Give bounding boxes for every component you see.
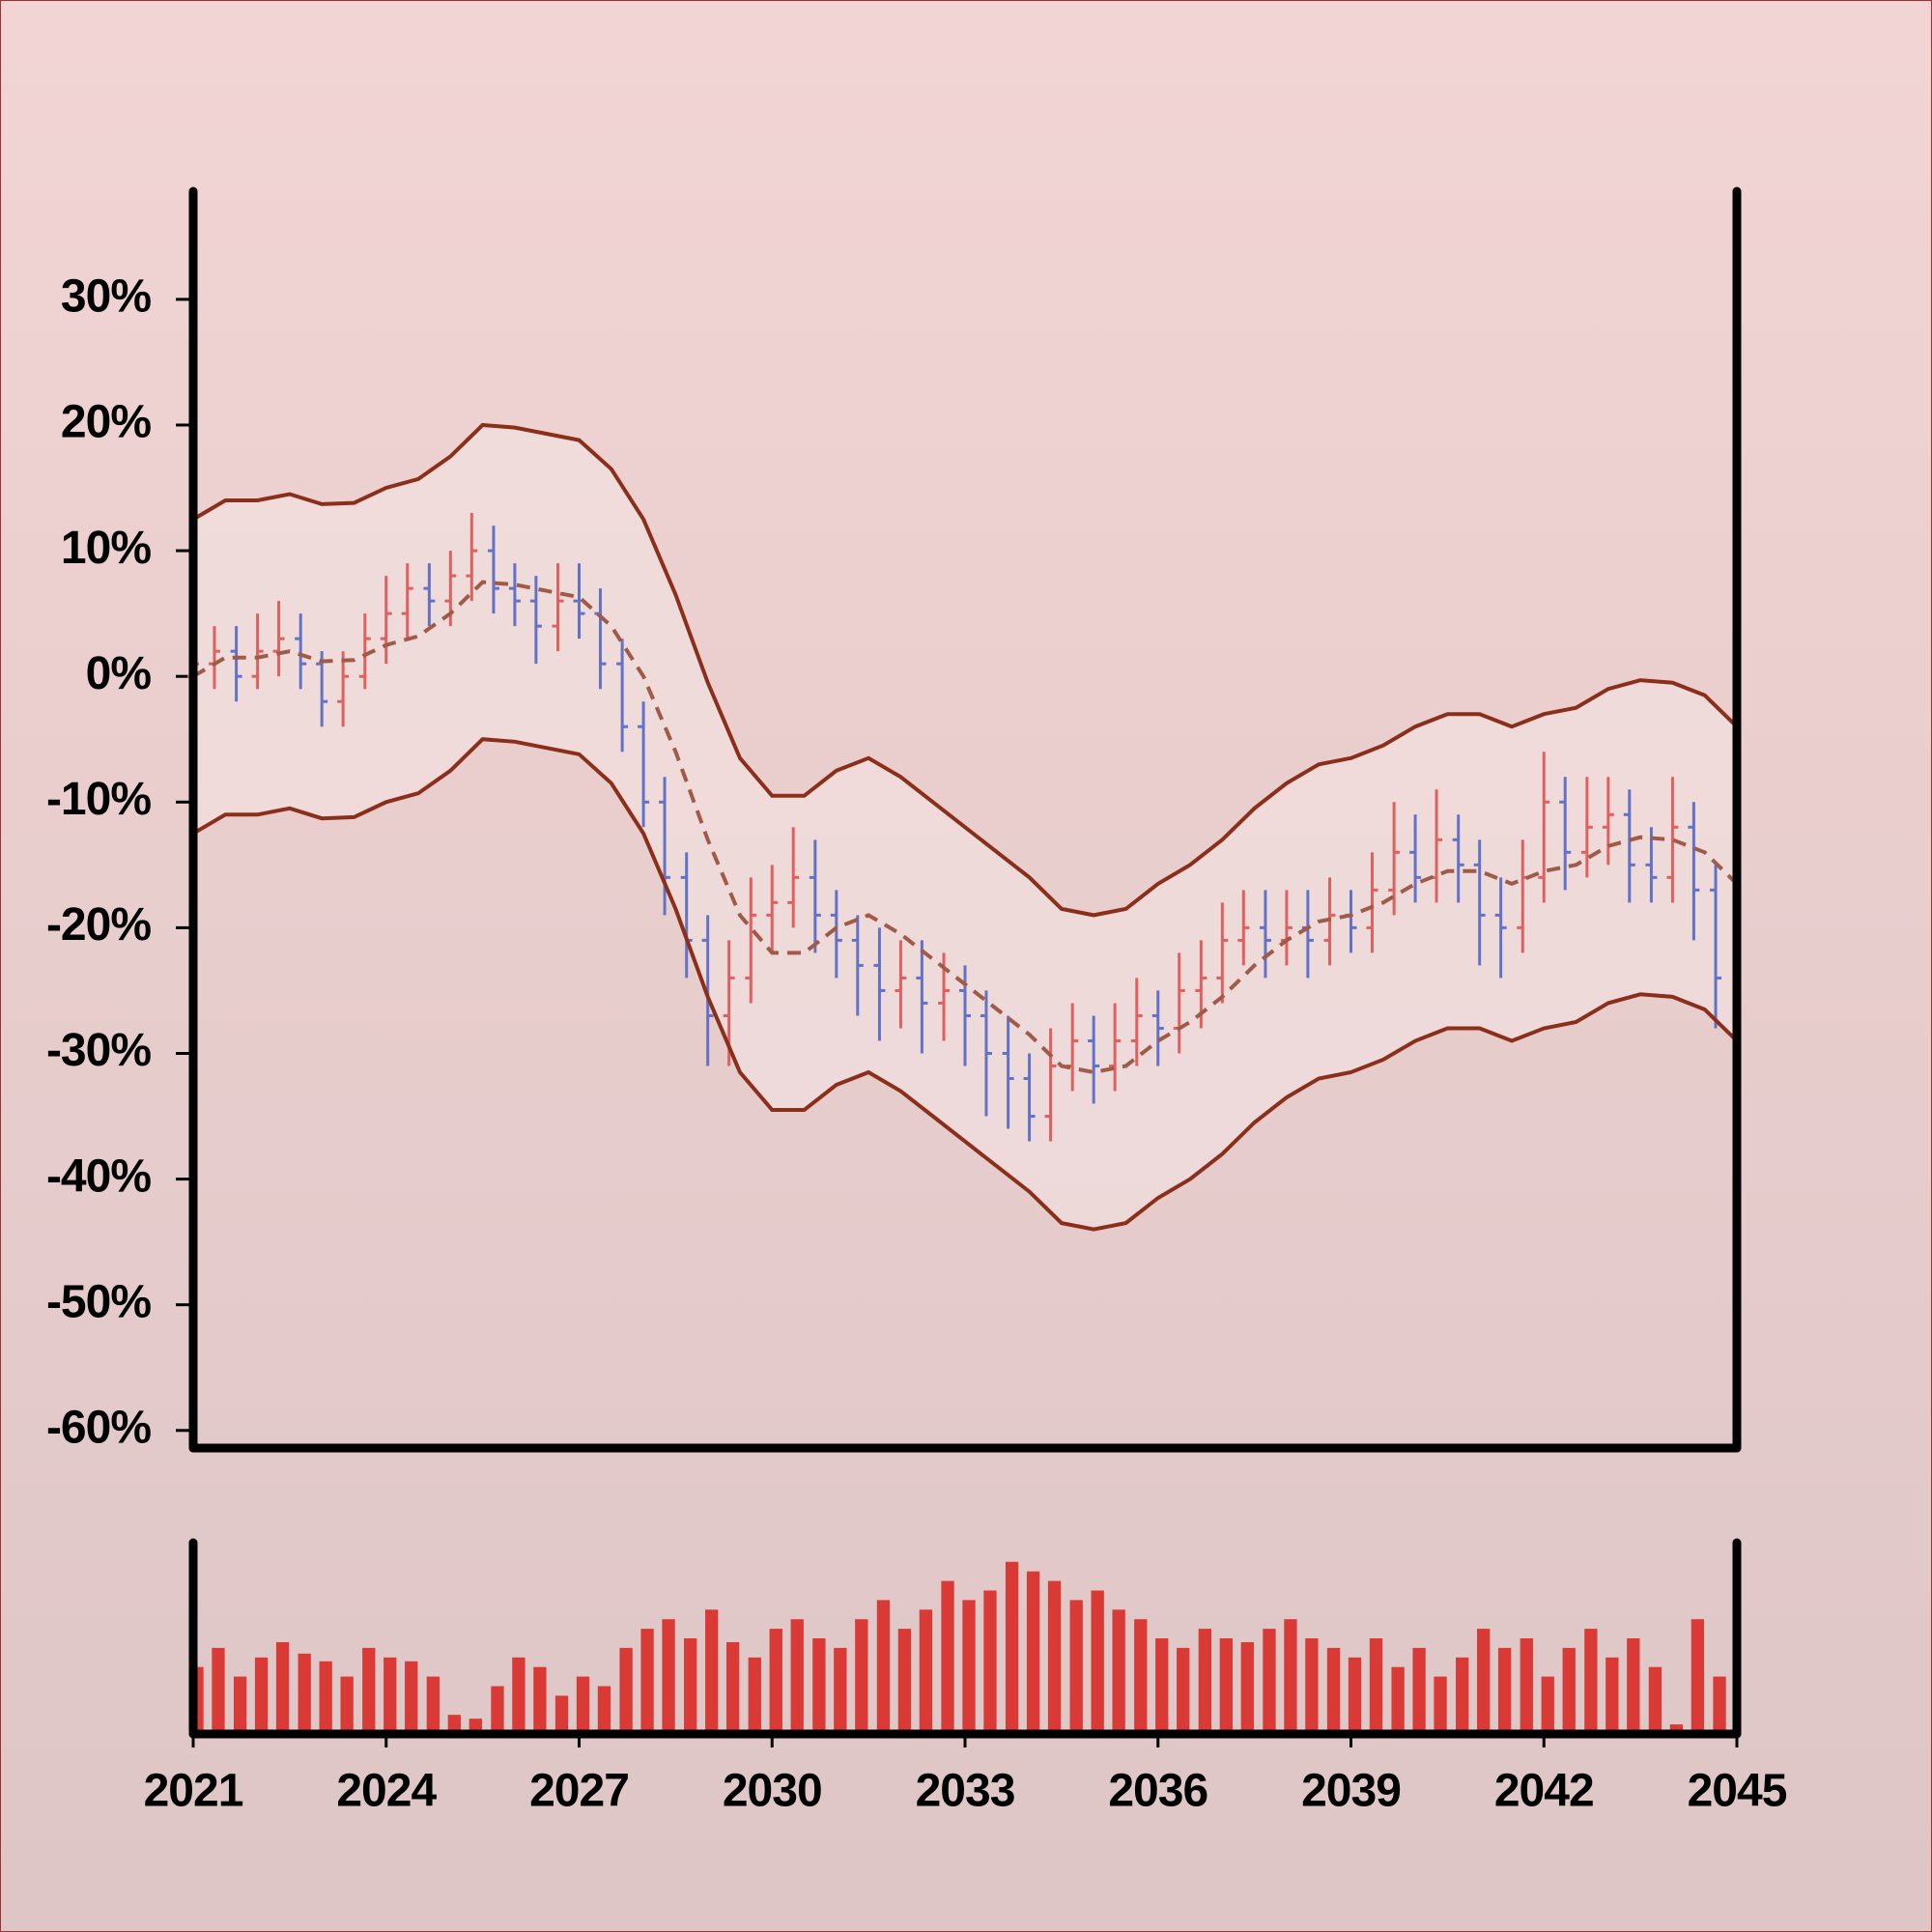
middle-band — [191, 580, 1739, 1075]
volume-bar — [1605, 1657, 1619, 1734]
volume-bar — [1112, 1609, 1125, 1734]
x-tick-label: 2045 — [1688, 1766, 1787, 1817]
y-tick-label: -40% — [46, 1151, 151, 1202]
volume-bar — [919, 1609, 933, 1734]
x-tick-label: 2042 — [1494, 1766, 1594, 1817]
x-tick-label: 2024 — [336, 1766, 437, 1817]
volume-bar — [1391, 1666, 1405, 1734]
volume-bar — [1005, 1561, 1019, 1734]
volume-bar — [1562, 1647, 1576, 1734]
volume-bar — [1669, 1724, 1684, 1734]
y-tick-label: -30% — [46, 1025, 151, 1076]
volume-bar — [941, 1580, 954, 1734]
volume-bar — [962, 1600, 976, 1734]
y-tick-label: -60% — [46, 1402, 151, 1453]
volume-bar — [855, 1619, 868, 1734]
volume-bar — [705, 1609, 719, 1734]
volume-bar — [384, 1657, 397, 1734]
volume-bar — [298, 1653, 311, 1734]
volume-bar — [1134, 1619, 1148, 1734]
volume-bar — [1690, 1619, 1705, 1734]
volume-bar — [1369, 1638, 1383, 1734]
volume-bar — [233, 1676, 247, 1734]
volume-bar — [340, 1676, 354, 1734]
volume-bar — [725, 1641, 740, 1734]
y-tick-label: -10% — [46, 774, 151, 825]
volume-bar — [1177, 1647, 1190, 1734]
volume-bar — [1648, 1666, 1662, 1734]
y-tick-label: -50% — [46, 1276, 151, 1327]
volume-bar — [1047, 1580, 1062, 1734]
lower-band — [191, 737, 1739, 1232]
volume-bar — [1541, 1676, 1554, 1734]
volume-bar — [662, 1619, 675, 1734]
volume-bar — [1069, 1600, 1083, 1734]
volume-bar — [983, 1590, 997, 1734]
volume-bar — [834, 1647, 847, 1734]
plot-area: 30% 20% 10% 0% -10% -20% -30% -40% -50% -60% 2021 2… — [46, 186, 1788, 1817]
volume-bar — [254, 1657, 269, 1734]
y-tick-label: 10% — [61, 523, 151, 574]
y-tick-label: 20% — [61, 397, 151, 448]
x-tick-label: 2030 — [723, 1766, 822, 1817]
volume-bar — [897, 1629, 912, 1734]
y-tick-label: -20% — [46, 899, 151, 951]
volume-bar — [1091, 1590, 1104, 1734]
volume-bar — [684, 1638, 697, 1734]
volume-bar — [1026, 1571, 1040, 1734]
volume-bar — [1198, 1629, 1212, 1734]
y-tick-label: 0% — [86, 648, 152, 699]
volume-bar — [1412, 1647, 1426, 1734]
volume-bar — [447, 1715, 461, 1734]
volume-bar — [812, 1638, 826, 1734]
volume-bar — [512, 1657, 526, 1734]
volume-bar — [1520, 1638, 1533, 1734]
volume-bar — [275, 1641, 290, 1734]
y-tick-label: 30% — [61, 271, 151, 323]
volume-bar — [1456, 1657, 1469, 1734]
volume-bar — [597, 1686, 611, 1734]
volume-bar — [1477, 1629, 1491, 1734]
x-tick-label: 2036 — [1108, 1766, 1208, 1817]
upper-band — [191, 422, 1739, 918]
volume-bar — [426, 1676, 440, 1734]
volume-bar — [533, 1666, 547, 1734]
volume-bar — [1434, 1676, 1447, 1734]
volume-bar — [1305, 1638, 1319, 1734]
volume-bar — [212, 1647, 225, 1734]
volume-bar — [1155, 1638, 1169, 1734]
volume-bar — [876, 1600, 891, 1734]
volume-bar — [491, 1686, 504, 1734]
volume-bar — [1713, 1676, 1726, 1734]
volume-bar — [1627, 1638, 1640, 1734]
x-tick-label: 2027 — [529, 1766, 629, 1817]
volume-bar — [1219, 1638, 1233, 1734]
volume-bar — [1284, 1619, 1297, 1734]
x-tick-label: 2033 — [916, 1766, 1015, 1817]
volume-bar — [1584, 1629, 1598, 1734]
volume-bar — [554, 1695, 569, 1734]
volume-bar — [748, 1657, 761, 1734]
volume-bar — [769, 1629, 782, 1734]
volume-bar — [790, 1619, 804, 1734]
volume-bar — [319, 1661, 332, 1734]
volume-bar — [1497, 1647, 1512, 1734]
volume-bar — [405, 1661, 418, 1734]
volume-bar — [1263, 1629, 1276, 1734]
volume-bar — [576, 1676, 590, 1734]
volume-bar — [640, 1629, 654, 1734]
volume-bar — [1240, 1641, 1254, 1734]
volume-bar — [362, 1647, 376, 1734]
volume-bar — [1348, 1657, 1362, 1734]
volume-bar — [619, 1647, 633, 1734]
volume-bar — [1326, 1647, 1341, 1734]
x-tick-label: 2039 — [1301, 1766, 1401, 1817]
x-tick-label: 2021 — [144, 1766, 243, 1817]
